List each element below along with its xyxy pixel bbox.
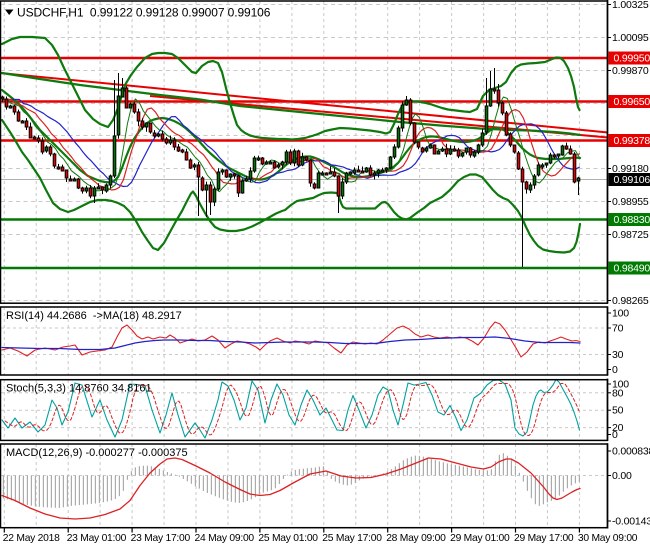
svg-text:USDCHF,H1 0.99122 0.99128 0.9: USDCHF,H1 0.99122 0.99128 0.99007 0.9910… (17, 6, 271, 20)
svg-text:0.00: 0.00 (612, 470, 632, 482)
svg-text:24 May 09:00: 24 May 09:00 (195, 533, 255, 544)
svg-text:-0.001439: -0.001439 (612, 516, 650, 528)
svg-text:0.98490: 0.98490 (614, 263, 650, 275)
svg-text:29 May 01:00: 29 May 01:00 (450, 533, 510, 544)
svg-text:Stoch(5,3,3) 14.8760 34.8161: Stoch(5,3,3) 14.8760 34.8161 (6, 383, 152, 395)
svg-text:0.98725: 0.98725 (612, 229, 649, 241)
svg-text:25 May 17:00: 25 May 17:00 (322, 533, 382, 544)
svg-text:0.98265: 0.98265 (612, 295, 649, 307)
svg-text:1.00325: 1.00325 (612, 0, 649, 11)
svg-text:23 May 01:00: 23 May 01:00 (67, 533, 127, 544)
svg-text:0.99378: 0.99378 (614, 135, 650, 147)
svg-text:0.99950: 0.99950 (614, 53, 650, 65)
svg-text:25 May 01:00: 25 May 01:00 (258, 533, 318, 544)
svg-text:30: 30 (612, 349, 624, 361)
svg-text:0: 0 (612, 429, 618, 441)
svg-text:1.00095: 1.00095 (612, 32, 649, 44)
svg-text:80: 80 (612, 387, 624, 399)
svg-text:0.98830: 0.98830 (614, 214, 650, 226)
svg-text:29 May 17:00: 29 May 17:00 (514, 533, 574, 544)
svg-text:70: 70 (612, 323, 624, 335)
svg-text:MACD(12,26,9) -0.000277 -0.000: MACD(12,26,9) -0.000277 -0.000375 (6, 447, 188, 459)
svg-text:23 May 17:00: 23 May 17:00 (131, 533, 191, 544)
svg-text:50: 50 (612, 405, 624, 417)
svg-text:100: 100 (612, 308, 629, 320)
svg-text:0: 0 (612, 364, 618, 376)
svg-text:0.99870: 0.99870 (612, 65, 649, 77)
svg-text:0.99106: 0.99106 (614, 174, 650, 186)
svg-text:0.99180: 0.99180 (612, 163, 649, 175)
svg-text:100: 100 (612, 379, 629, 391)
svg-text:0.98955: 0.98955 (612, 196, 649, 208)
svg-text:0.99650: 0.99650 (614, 96, 650, 108)
svg-text:20: 20 (612, 422, 624, 434)
svg-text:28 May 09:00: 28 May 09:00 (386, 533, 446, 544)
svg-text:30 May 09:00: 30 May 09:00 (578, 533, 638, 544)
svg-text:0.000838: 0.000838 (612, 446, 650, 458)
svg-text:22 May 2018: 22 May 2018 (3, 533, 60, 544)
svg-text:RSI(14) 44.2686 ->MA(18) 48.2: RSI(14) 44.2686 ->MA(18) 48.2917 (6, 310, 182, 322)
